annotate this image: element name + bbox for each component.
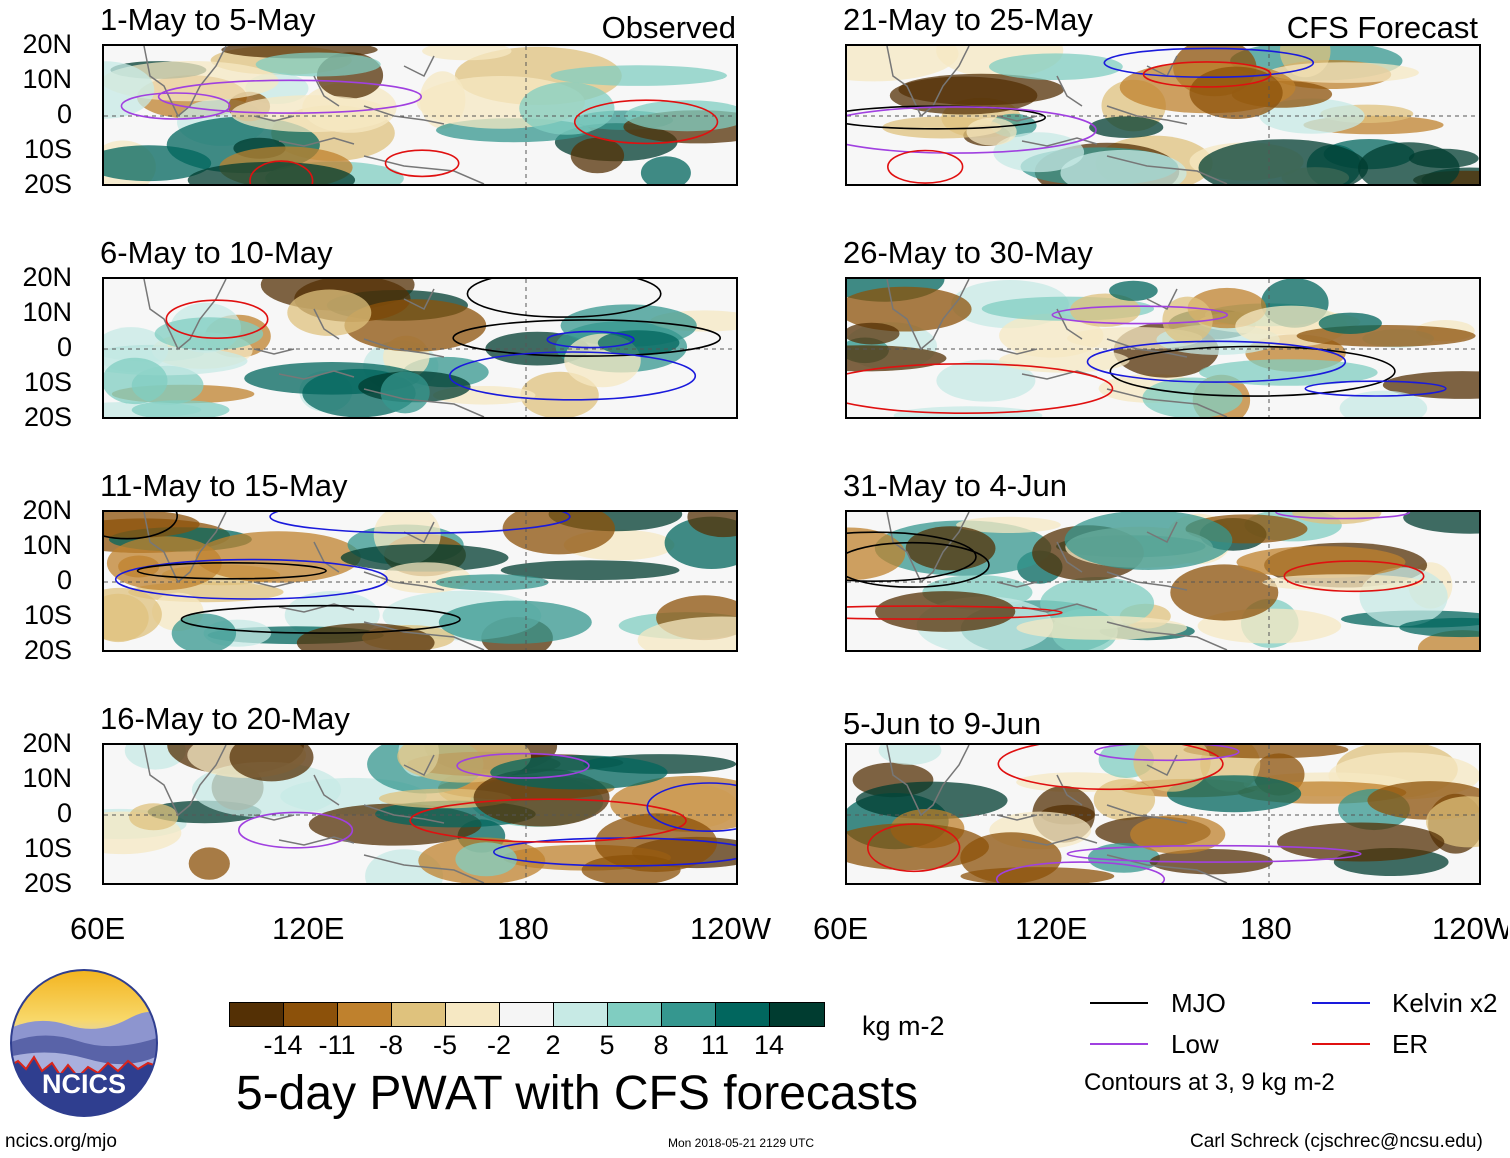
lat-label: 0 — [56, 565, 72, 595]
colorbar-tick: 2 — [545, 1030, 561, 1060]
legend-line-mjo — [1090, 1002, 1148, 1004]
lat-label: 20S — [23, 868, 72, 898]
panel-title-8: 5-Jun to 9-Jun — [843, 706, 1042, 741]
colorbar-units: kg m-2 — [862, 1011, 945, 1041]
ncics-logo: NCICS — [8, 967, 160, 1119]
lon-label-60e-left: 60E — [70, 911, 126, 946]
lat-label: 10N — [22, 763, 72, 793]
logo-text: NCICS — [42, 1069, 126, 1099]
colorbar-cell — [392, 1003, 446, 1026]
colorbar-tick: -5 — [432, 1030, 457, 1060]
footer-url[interactable]: ncics.org/mjo — [5, 1131, 117, 1152]
footer-credit: Carl Schreck (cjschrec@ncsu.edu) — [1190, 1131, 1483, 1152]
footer-timestamp: Mon 2018-05-21 2129 UTC — [668, 1136, 815, 1150]
colorbar-tick: 14 — [753, 1030, 785, 1060]
colorbar-cell — [284, 1003, 338, 1026]
lon-label-120e-right: 120E — [1015, 911, 1088, 946]
panel-title-1: 1-May to 5-May — [100, 2, 316, 37]
lat-label: 20S — [23, 169, 72, 199]
colorbar-cell — [230, 1003, 284, 1026]
colorbar-tick: -2 — [486, 1030, 511, 1060]
panel-label-observed: Observed — [601, 10, 736, 45]
colorbar-tick: -11 — [318, 1030, 356, 1060]
colorbar-cell — [716, 1003, 770, 1026]
legend-label-low: Low — [1171, 1029, 1219, 1059]
lon-label-60e-right: 60E — [813, 911, 869, 946]
colorbar-tick: -8 — [378, 1030, 403, 1060]
lat-label: 10N — [22, 530, 72, 560]
lon-label-120w-right: 120W — [1432, 913, 1508, 944]
map-panel-7 — [845, 510, 1481, 652]
colorbar-tick: -14 — [263, 1030, 303, 1060]
lat-label: 20S — [23, 635, 72, 665]
colorbar-cell — [500, 1003, 554, 1026]
legend-line-low — [1090, 1043, 1148, 1045]
lat-label: 10S — [23, 367, 72, 397]
panel-label-forecast: CFS Forecast — [1286, 10, 1478, 45]
panel-title-2: 6-May to 10-May — [100, 235, 333, 270]
legend-label-kelvin: Kelvin x2 — [1392, 988, 1498, 1018]
legend-line-er — [1312, 1043, 1370, 1045]
panel-title-6: 26-May to 30-May — [843, 235, 1093, 270]
figure-title: 5-day PWAT with CFS forecasts — [236, 1067, 918, 1120]
map-panel-2 — [102, 277, 738, 419]
lat-label: 20N — [22, 495, 72, 525]
lat-label: 0 — [56, 798, 72, 828]
panel-title-3: 11-May to 15-May — [100, 468, 348, 503]
lon-label-120w-left: 120W — [690, 911, 771, 946]
colorbar-tick: 8 — [653, 1030, 669, 1060]
lat-label: 10N — [22, 64, 72, 94]
legend-line-kelvin — [1312, 1002, 1370, 1004]
map-panel-1 — [102, 44, 738, 186]
map-panel-3 — [102, 510, 738, 652]
colorbar — [229, 1002, 825, 1027]
map-panel-8 — [845, 743, 1481, 885]
colorbar-cell — [770, 1003, 824, 1026]
panel-title-4: 16-May to 20-May — [100, 701, 350, 736]
colorbar-cell — [446, 1003, 500, 1026]
lon-label-180-left: 180 — [497, 911, 549, 946]
legend-note: Contours at 3, 9 kg m-2 — [1084, 1069, 1335, 1096]
map-panel-4 — [102, 743, 738, 885]
lat-label: 20S — [23, 402, 72, 432]
lat-label: 10S — [23, 134, 72, 164]
lon-label-120e-left: 120E — [272, 911, 345, 946]
panel-title-7: 31-May to 4-Jun — [843, 468, 1067, 503]
lon-label-180-right: 180 — [1240, 911, 1292, 946]
colorbar-tick: 5 — [599, 1030, 615, 1060]
legend-label-er: ER — [1392, 1029, 1429, 1059]
panel-title-5: 21-May to 25-May — [843, 2, 1093, 37]
map-panel-5 — [845, 44, 1481, 186]
lat-label: 20N — [22, 728, 72, 758]
colorbar-cell — [554, 1003, 608, 1026]
legend-label-mjo: MJO — [1171, 988, 1226, 1018]
lat-label: 10N — [22, 297, 72, 327]
lat-label: 0 — [56, 99, 72, 129]
map-panel-6 — [845, 277, 1481, 419]
colorbar-tick: 11 — [700, 1030, 730, 1060]
colorbar-cell — [338, 1003, 392, 1026]
lat-label: 10S — [23, 833, 72, 863]
colorbar-cell — [608, 1003, 662, 1026]
lat-label: 20N — [22, 262, 72, 292]
lat-label: 20N — [22, 29, 72, 59]
lat-label: 10S — [23, 600, 72, 630]
lat-label: 0 — [56, 332, 72, 362]
colorbar-cell — [662, 1003, 716, 1026]
